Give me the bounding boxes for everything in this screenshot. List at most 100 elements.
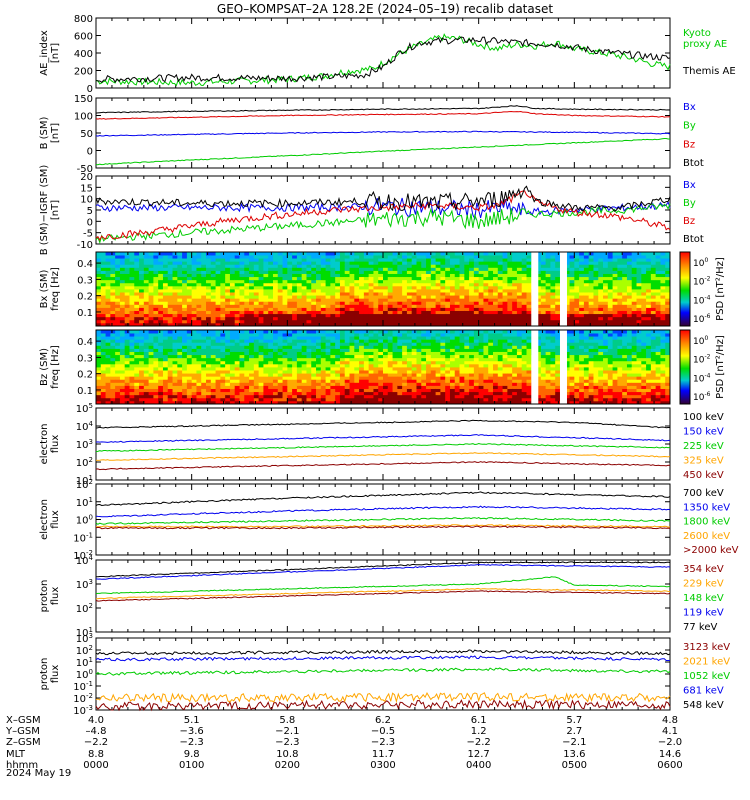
- heatmap-cell: [344, 336, 350, 340]
- heatmap-cell: [507, 264, 513, 268]
- heatmap-cell: [603, 295, 609, 299]
- heatmap-cell: [277, 351, 283, 356]
- heatmap-cell: [153, 354, 159, 359]
- heatmap-cell: [344, 370, 350, 374]
- heatmap-cell: [607, 322, 613, 327]
- heatmap-cell: [306, 307, 312, 311]
- heatmap-cell: [296, 316, 303, 321]
- heatmap-cell: [110, 394, 116, 399]
- heatmap-cell: [239, 376, 245, 380]
- heatmap-cell: [296, 354, 303, 359]
- heatmap-cell: [516, 261, 523, 265]
- heatmap-cell: [536, 301, 542, 305]
- heatmap-cell: [325, 367, 331, 371]
- heatmap-cell: [354, 397, 360, 402]
- heatmap-cell: [646, 273, 652, 278]
- heatmap-cell: [349, 316, 355, 321]
- heatmap-cell: [100, 298, 106, 302]
- heatmap-cell: [186, 357, 193, 362]
- heatmap-cell: [579, 289, 585, 293]
- heatmap-cell: [287, 261, 293, 265]
- heatmap-cell: [172, 307, 178, 311]
- heatmap-cell: [182, 255, 188, 259]
- heatmap-cell: [473, 307, 480, 311]
- heatmap-cell: [311, 282, 317, 287]
- heatmap-cell: [335, 261, 341, 265]
- heatmap-cell: [206, 330, 212, 334]
- heatmap-cell: [301, 282, 307, 287]
- heatmap-cell: [172, 385, 178, 389]
- heatmap-cell: [143, 279, 150, 284]
- heatmap-cell: [244, 316, 250, 321]
- heatmap-cell: [253, 310, 260, 315]
- heatmap-cell: [488, 313, 494, 318]
- heatmap-cell: [368, 292, 374, 296]
- heatmap-cell: [473, 310, 480, 315]
- heatmap-cell: [545, 289, 551, 293]
- heatmap-cell: [588, 313, 594, 318]
- heatmap-cell: [641, 322, 647, 327]
- heatmap-cell: [282, 261, 288, 265]
- heatmap-cell: [622, 301, 628, 305]
- heatmap-cell: [234, 397, 240, 402]
- heatmap-cell: [306, 376, 312, 380]
- heatmap-cell: [186, 385, 193, 389]
- heatmap-cell: [96, 345, 102, 349]
- heatmap-cell: [387, 264, 393, 268]
- heatmap-cell: [335, 289, 341, 293]
- heatmap-cell: [397, 267, 403, 271]
- heatmap-cell: [564, 255, 570, 259]
- heatmap-cell: [392, 379, 398, 383]
- heatmap-cell: [387, 339, 393, 343]
- heatmap-cell: [411, 391, 417, 396]
- heatmap-cell: [167, 373, 173, 377]
- heatmap-cell: [569, 282, 575, 287]
- heatmap-cell: [416, 301, 422, 305]
- heatmap-cell: [119, 357, 126, 362]
- heatmap-cell: [215, 289, 221, 293]
- heatmap-cell: [665, 276, 671, 281]
- heatmap-cell: [210, 382, 216, 386]
- heatmap-cell: [392, 354, 398, 359]
- heatmap-cell: [162, 385, 169, 389]
- heatmap-cell: [258, 351, 264, 356]
- heatmap-cell: [124, 261, 130, 265]
- heatmap-cell: [383, 391, 389, 396]
- heatmap-cell: [296, 264, 303, 268]
- heatmap-cell: [354, 252, 360, 256]
- heatmap-cell: [430, 258, 437, 262]
- heatmap-cell: [182, 316, 188, 321]
- heatmap-cell: [277, 292, 283, 296]
- heatmap-cell: [234, 289, 240, 293]
- heatmap-cell: [229, 301, 236, 305]
- heatmap-cell: [177, 264, 183, 268]
- heatmap-cell: [196, 357, 202, 362]
- heatmap-cell: [363, 264, 370, 268]
- heatmap-cell: [426, 336, 432, 340]
- heatmap-cell: [617, 252, 623, 256]
- heatmap-cell: [335, 342, 341, 346]
- heatmap-cell: [258, 360, 264, 365]
- heatmap-cell: [359, 373, 365, 377]
- heatmap-cell: [421, 357, 427, 362]
- heatmap-cell: [282, 348, 288, 352]
- heatmap-cell: [249, 258, 255, 262]
- heatmap-cell: [100, 388, 106, 393]
- heatmap-cell: [392, 307, 398, 311]
- heatmap-cell: [311, 322, 317, 327]
- heatmap-cell: [636, 310, 642, 315]
- heatmap-cell: [435, 301, 441, 305]
- heatmap-cell: [110, 357, 116, 362]
- heatmap-cell: [105, 394, 111, 399]
- heatmap-cell: [459, 289, 465, 293]
- heatmap-cell: [335, 397, 341, 402]
- heatmap-cell: [249, 354, 255, 359]
- heatmap-cell: [139, 276, 145, 281]
- heatmap-cell: [234, 264, 240, 268]
- heatmap-cell: [354, 391, 360, 396]
- heatmap-cell: [229, 295, 236, 299]
- heatmap-cell: [650, 282, 657, 287]
- heatmap-cell: [158, 376, 164, 380]
- heatmap-cell: [177, 316, 183, 321]
- heatmap-cell: [282, 351, 288, 356]
